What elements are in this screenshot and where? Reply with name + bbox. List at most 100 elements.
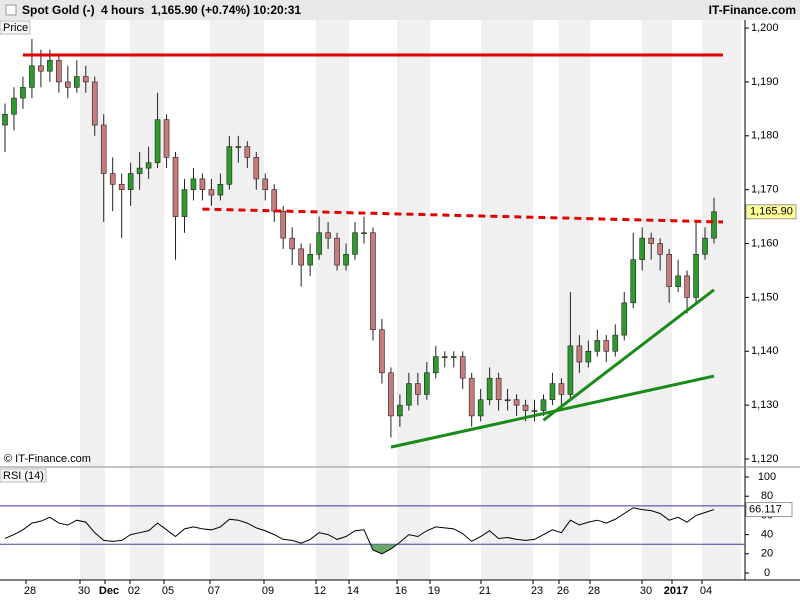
day-band bbox=[642, 20, 672, 467]
candle-body bbox=[325, 232, 331, 239]
x-tick-label: 21 bbox=[479, 585, 491, 597]
x-tick-label: 04 bbox=[700, 585, 712, 597]
candle-body bbox=[666, 254, 672, 287]
y-tick-label: 1,130 bbox=[751, 399, 779, 411]
label-box bbox=[0, 468, 47, 483]
candle-body bbox=[298, 248, 304, 266]
x-tick-label: 2017 bbox=[664, 585, 688, 597]
candle-body bbox=[190, 178, 197, 190]
candle-body bbox=[576, 345, 583, 363]
price-tag bbox=[745, 204, 797, 220]
y-tick-label: 20 bbox=[761, 548, 773, 560]
candle-body bbox=[621, 302, 628, 336]
candle-body bbox=[711, 211, 717, 239]
candle-body bbox=[450, 356, 457, 358]
candle-body bbox=[20, 87, 26, 99]
day-band bbox=[210, 20, 264, 467]
y-tick-label: 1,170 bbox=[751, 184, 779, 196]
y-tick-label: 0 bbox=[764, 567, 770, 579]
candle-body bbox=[459, 356, 466, 379]
x-tick-label: 02 bbox=[128, 585, 140, 597]
candle-body bbox=[11, 97, 17, 115]
y-tick-label: 40 bbox=[761, 529, 773, 541]
x-tick-label: Dec bbox=[99, 585, 119, 597]
candle-body bbox=[235, 146, 242, 148]
day-band bbox=[559, 20, 590, 467]
x-tick-label: 28 bbox=[24, 585, 36, 597]
x-tick-label: 30 bbox=[640, 585, 652, 597]
candle-body bbox=[684, 275, 690, 298]
candle-body bbox=[361, 232, 367, 235]
y-tick-label: 1,180 bbox=[751, 130, 779, 142]
x-tick-label: 14 bbox=[347, 585, 359, 597]
candle-body bbox=[244, 146, 251, 158]
x-tick-label: 07 bbox=[208, 585, 220, 597]
y-tick-label: 1,150 bbox=[751, 291, 779, 303]
day-band bbox=[481, 468, 533, 580]
day-band bbox=[702, 468, 741, 580]
candle-body bbox=[289, 237, 295, 250]
candle-body bbox=[145, 162, 152, 169]
candle-body bbox=[702, 237, 708, 255]
candle-body bbox=[181, 189, 188, 217]
y-tick-label: 1,160 bbox=[751, 237, 779, 249]
candle-body bbox=[630, 259, 637, 304]
trend-line bbox=[542, 288, 715, 422]
x-tick-label: 26 bbox=[557, 585, 569, 597]
candle-body bbox=[172, 157, 179, 217]
candle-body bbox=[38, 65, 44, 72]
x-tick-label: 05 bbox=[162, 585, 174, 597]
candle-body bbox=[226, 146, 233, 185]
day-band bbox=[397, 468, 430, 580]
quote: 1,165.90 (+0.74%) bbox=[151, 3, 250, 17]
candle-body bbox=[585, 350, 592, 363]
candle-body bbox=[370, 232, 376, 331]
candle-body bbox=[495, 377, 502, 401]
day-band bbox=[80, 468, 105, 580]
candle-body bbox=[379, 329, 385, 374]
candle-body bbox=[675, 275, 681, 287]
trend-line bbox=[202, 207, 724, 224]
candle-body bbox=[441, 356, 448, 358]
day-band bbox=[702, 20, 741, 467]
candle-body bbox=[136, 167, 143, 174]
day-band bbox=[316, 468, 349, 580]
candle-body bbox=[100, 124, 107, 174]
y-tick-label: 80 bbox=[761, 490, 773, 502]
candle-body bbox=[65, 81, 71, 88]
icon[interactable] bbox=[5, 4, 17, 16]
candle-body bbox=[397, 404, 403, 417]
instrument: Spot Gold (-) bbox=[22, 3, 95, 17]
candle-body bbox=[208, 189, 215, 196]
candle-body bbox=[567, 345, 574, 395]
interval: 4 hours bbox=[101, 3, 145, 17]
day-bands bbox=[80, 20, 741, 580]
candle-body bbox=[657, 243, 663, 255]
x-tick-label: 23 bbox=[531, 585, 543, 597]
candle-body bbox=[91, 81, 98, 126]
candle-body bbox=[163, 119, 170, 158]
candle-body bbox=[307, 254, 313, 266]
y-tick-label: 100 bbox=[758, 471, 776, 483]
x-tick-label: 28 bbox=[588, 585, 600, 597]
candle-body bbox=[271, 189, 278, 212]
candle-body bbox=[334, 237, 340, 266]
candle-body bbox=[199, 178, 206, 190]
candle-body bbox=[639, 237, 646, 260]
candle-body bbox=[253, 157, 260, 180]
candle-body bbox=[432, 356, 439, 374]
label-box bbox=[0, 20, 31, 35]
x-tick-label: 16 bbox=[395, 585, 407, 597]
candle-body bbox=[486, 377, 493, 401]
price-tag-label: 1,165.90 bbox=[750, 206, 793, 218]
candle-body bbox=[612, 334, 619, 352]
candle-body bbox=[316, 232, 322, 255]
candle-body bbox=[603, 340, 610, 352]
candle-body bbox=[468, 377, 475, 417]
candle-body bbox=[648, 237, 654, 244]
candle-body bbox=[406, 383, 412, 406]
brand: IT-Finance.com bbox=[709, 3, 796, 17]
candle-body bbox=[118, 183, 125, 190]
